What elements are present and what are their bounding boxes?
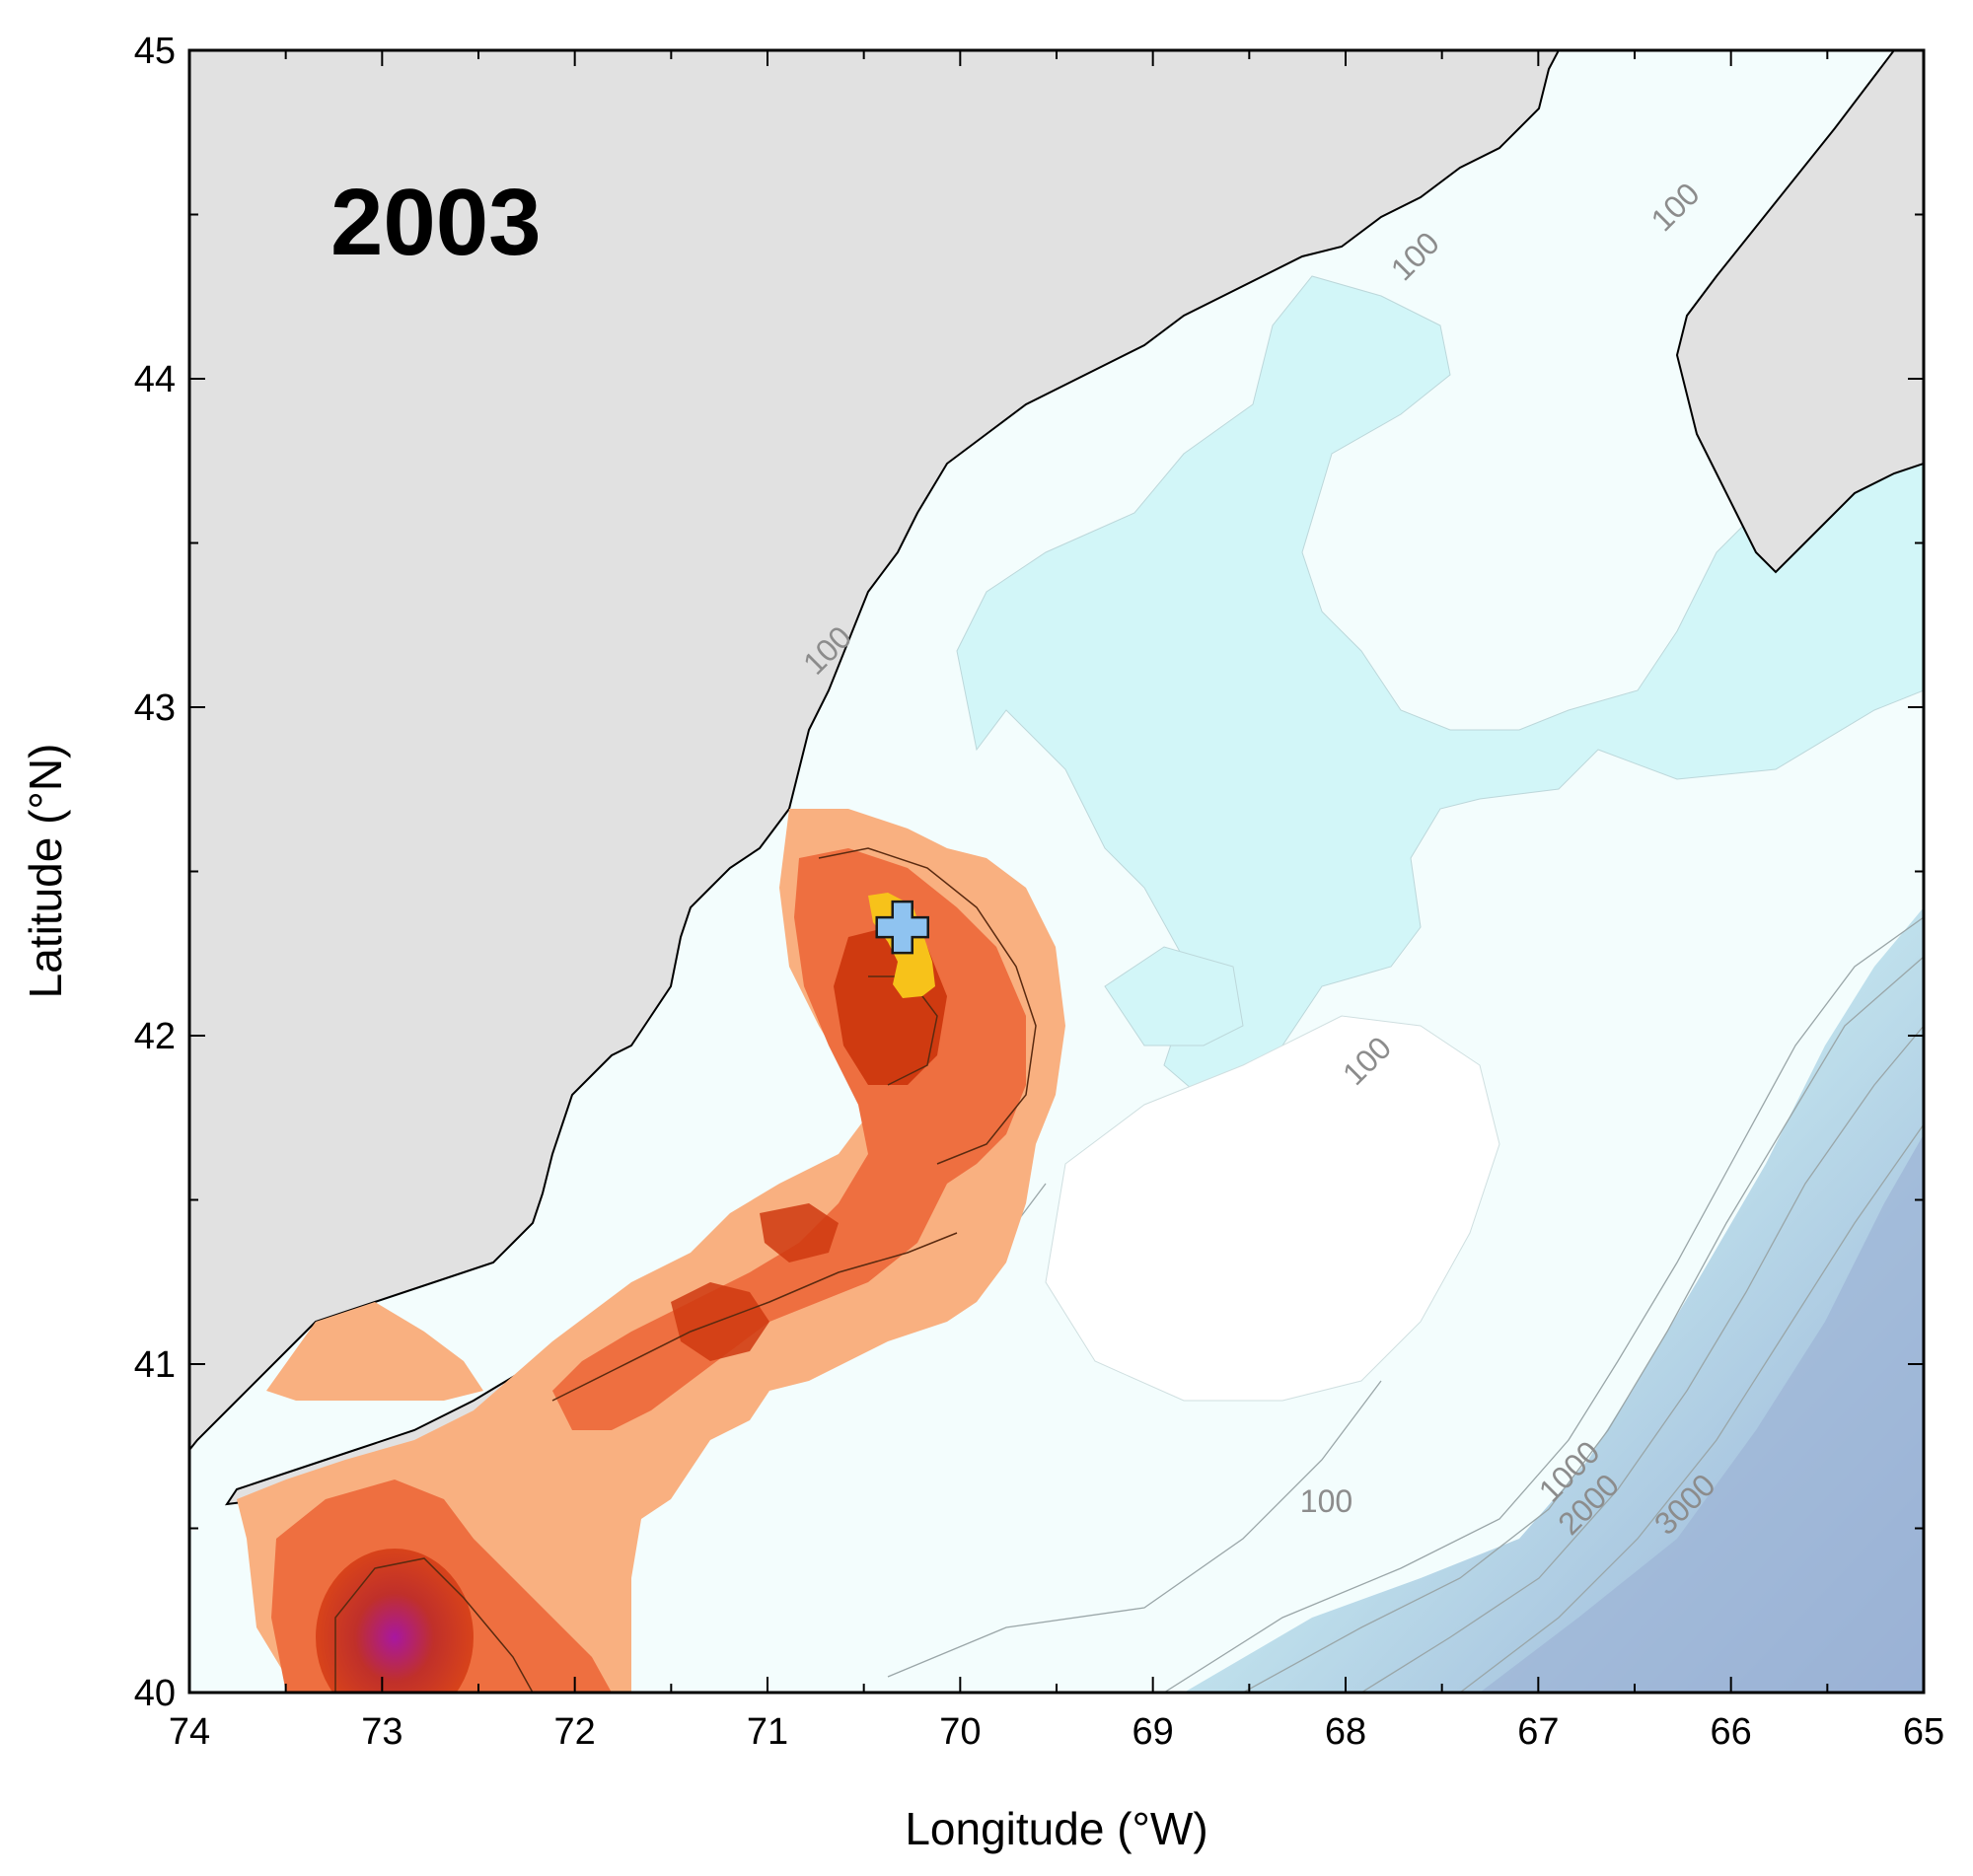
year-label: 2003: [330, 170, 542, 275]
plus-marker-shape: [875, 900, 929, 955]
x-tick-label: 68: [1325, 1711, 1366, 1753]
density-contours: [334, 847, 1037, 1693]
x-tick-label: 67: [1517, 1711, 1559, 1753]
depth-contour-label: 100: [1300, 1483, 1352, 1519]
y-tick-label: 45: [134, 31, 176, 72]
abyssal-water: [1480, 1134, 1924, 1693]
georges-bank: [1045, 1015, 1500, 1402]
y-tick-label: 43: [134, 687, 176, 729]
y-tick-label: 40: [134, 1673, 176, 1714]
x-axis: 74 73 72 71 70 69 68 67 66 65: [169, 50, 1944, 1753]
land-nova-scotia: [1675, 50, 1924, 574]
y-tick-label: 44: [134, 359, 176, 400]
plus-marker: [875, 900, 929, 955]
x-tick-label: 65: [1903, 1711, 1944, 1753]
x-tick-label: 69: [1133, 1711, 1174, 1753]
x-tick-label: 66: [1711, 1711, 1752, 1753]
y-tick-label: 41: [134, 1344, 176, 1386]
y-tick-label: 42: [134, 1016, 176, 1057]
basin-water: [1104, 946, 1244, 1046]
x-tick-label: 70: [939, 1711, 981, 1753]
x-tick-label: 74: [169, 1711, 210, 1753]
x-tick-label: 71: [747, 1711, 788, 1753]
y-axis: 40 41 42 43 44 45: [134, 31, 1924, 1714]
y-axis-title: Latitude (°N): [20, 744, 71, 999]
x-axis-title: Longitude (°W): [905, 1803, 1207, 1854]
map-area: [189, 50, 1924, 1693]
x-tick-label: 73: [361, 1711, 402, 1753]
x-tick-label: 72: [554, 1711, 596, 1753]
